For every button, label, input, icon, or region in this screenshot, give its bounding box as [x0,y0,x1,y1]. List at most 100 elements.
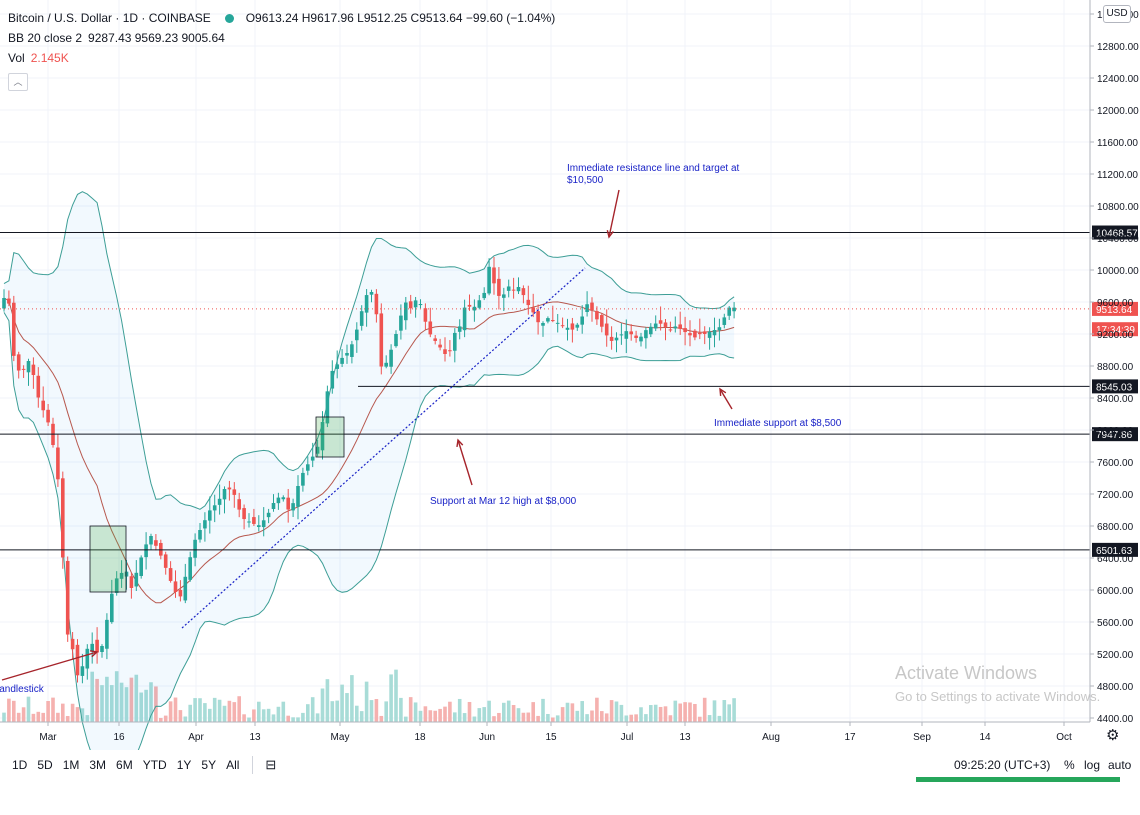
highlight-box-may [315,416,345,458]
volume-bar [65,716,70,722]
candle-body [144,544,148,558]
price-label: 8545.03 [1096,382,1133,393]
log-scale-button[interactable]: log [1084,758,1101,772]
price-tick-label: 10800.00 [1097,202,1139,213]
timeframe-ytd[interactable]: YTD [142,758,167,772]
gear-icon[interactable]: ⚙ [1106,727,1120,744]
volume-bar [144,689,148,722]
time-tick-label: 18 [414,732,426,743]
candle-body [193,539,197,558]
candle-body [404,302,408,321]
candle-body [178,589,183,597]
timeframe-1y[interactable]: 1Y [176,758,192,772]
candle-body [21,368,26,370]
candle-body [653,323,658,329]
volume-bar [36,711,41,722]
timeframe-1m[interactable]: 1M [62,758,80,772]
timeframe-6m[interactable]: 6M [116,758,133,772]
volume-bar [609,700,614,722]
price-levels: 10468.57 9513.64 17:34:39 8545.03 7947.86 650… [0,225,1138,557]
candle-body [134,572,139,587]
time-tick-label: Jul [621,732,634,743]
calendar-icon[interactable]: ⊟ [265,757,277,772]
candle-body [487,266,491,294]
timeframe-5d[interactable]: 5D [37,758,53,772]
candle-body [688,333,692,336]
volume-bar [12,700,16,722]
timeframe-3m[interactable]: 3M [89,758,107,772]
candle-body [31,364,36,375]
volume-bar [467,701,472,722]
volume-bar [600,711,604,722]
candle-body [649,326,653,335]
candle-body [428,321,433,335]
price-chart[interactable]: 10468.57 9513.64 17:34:39 8545.03 7947.86 650… [0,0,1140,750]
volume-bar [482,707,486,722]
candle-body [506,286,511,291]
candle-body [61,478,65,558]
volume-bar [438,708,442,722]
candle-body [65,560,70,635]
price-tick-label: 4800.00 [1097,682,1134,693]
candle-body [301,472,305,486]
volume-bar [624,715,629,722]
candle-body [433,338,437,341]
volume-bar [653,704,658,722]
volume-bar [717,715,722,722]
candle-body [604,323,609,336]
volume-bar [335,700,339,722]
candle-body [208,510,212,521]
volume-bar [193,698,197,722]
volume-bar [222,705,227,722]
timeframe-5y[interactable]: 5Y [201,758,217,772]
price-tick-label: 5600.00 [1097,618,1134,629]
currency-badge[interactable]: USD [1103,5,1131,23]
candle-body [257,525,261,527]
chevron-up-icon[interactable]: ︿ [8,73,28,91]
candle-body [335,364,339,369]
auto-scale-button[interactable]: auto [1108,758,1132,772]
bb-label[interactable]: BB 20 close 2 [8,31,83,45]
symbol-title[interactable]: Bitcoin / U.S. Dollar · 1D · COINBASE [8,11,211,25]
arrow-head [719,387,727,397]
volume-bar [404,716,408,722]
price-axis: 13200.0012800.0012400.0012000.0011600.00… [1089,0,1139,725]
volume-bars [2,669,736,722]
volume-bar [90,671,94,722]
candle-body [119,572,124,579]
volume-bar [168,701,173,722]
volume-bar [678,703,682,722]
timeframe-1d[interactable]: 1D [12,758,28,772]
legend-symbol-row: Bitcoin / U.S. Dollar · 1D · COINBASE O9… [8,8,555,28]
volume-bar [286,715,290,722]
candle-body [673,326,678,329]
volume-bar [252,709,256,722]
candle-body [100,646,104,653]
candle-body [717,327,722,331]
volume-bar [595,697,599,722]
annotation-resistance-line1: Immediate resistance line and target at [567,163,740,174]
percent-scale-button[interactable]: % [1064,758,1075,772]
candle-body [389,349,393,367]
candle-body [355,329,359,341]
candle-body [242,508,246,520]
timeframe-all[interactable]: All [226,758,240,772]
price-label: 10468.57 [1096,229,1138,240]
volume-bar [477,708,482,722]
candle-body [609,336,614,341]
volume-bar [707,715,712,722]
candle-body [222,489,227,500]
volume-bar [345,693,349,722]
volume-bar [100,685,104,722]
volume-bar [325,679,330,722]
candle-body [247,521,251,523]
clock-timezone[interactable]: 09:25:20 (UTC+3) [954,758,1051,772]
vol-label[interactable]: Vol [8,51,25,65]
candle-body [418,304,423,306]
candle-body [12,302,16,356]
candle-body [75,644,80,676]
volume-bar [291,717,295,722]
price-label-box [1092,542,1138,557]
chart-grid [0,0,1090,722]
candle-body [565,327,570,330]
